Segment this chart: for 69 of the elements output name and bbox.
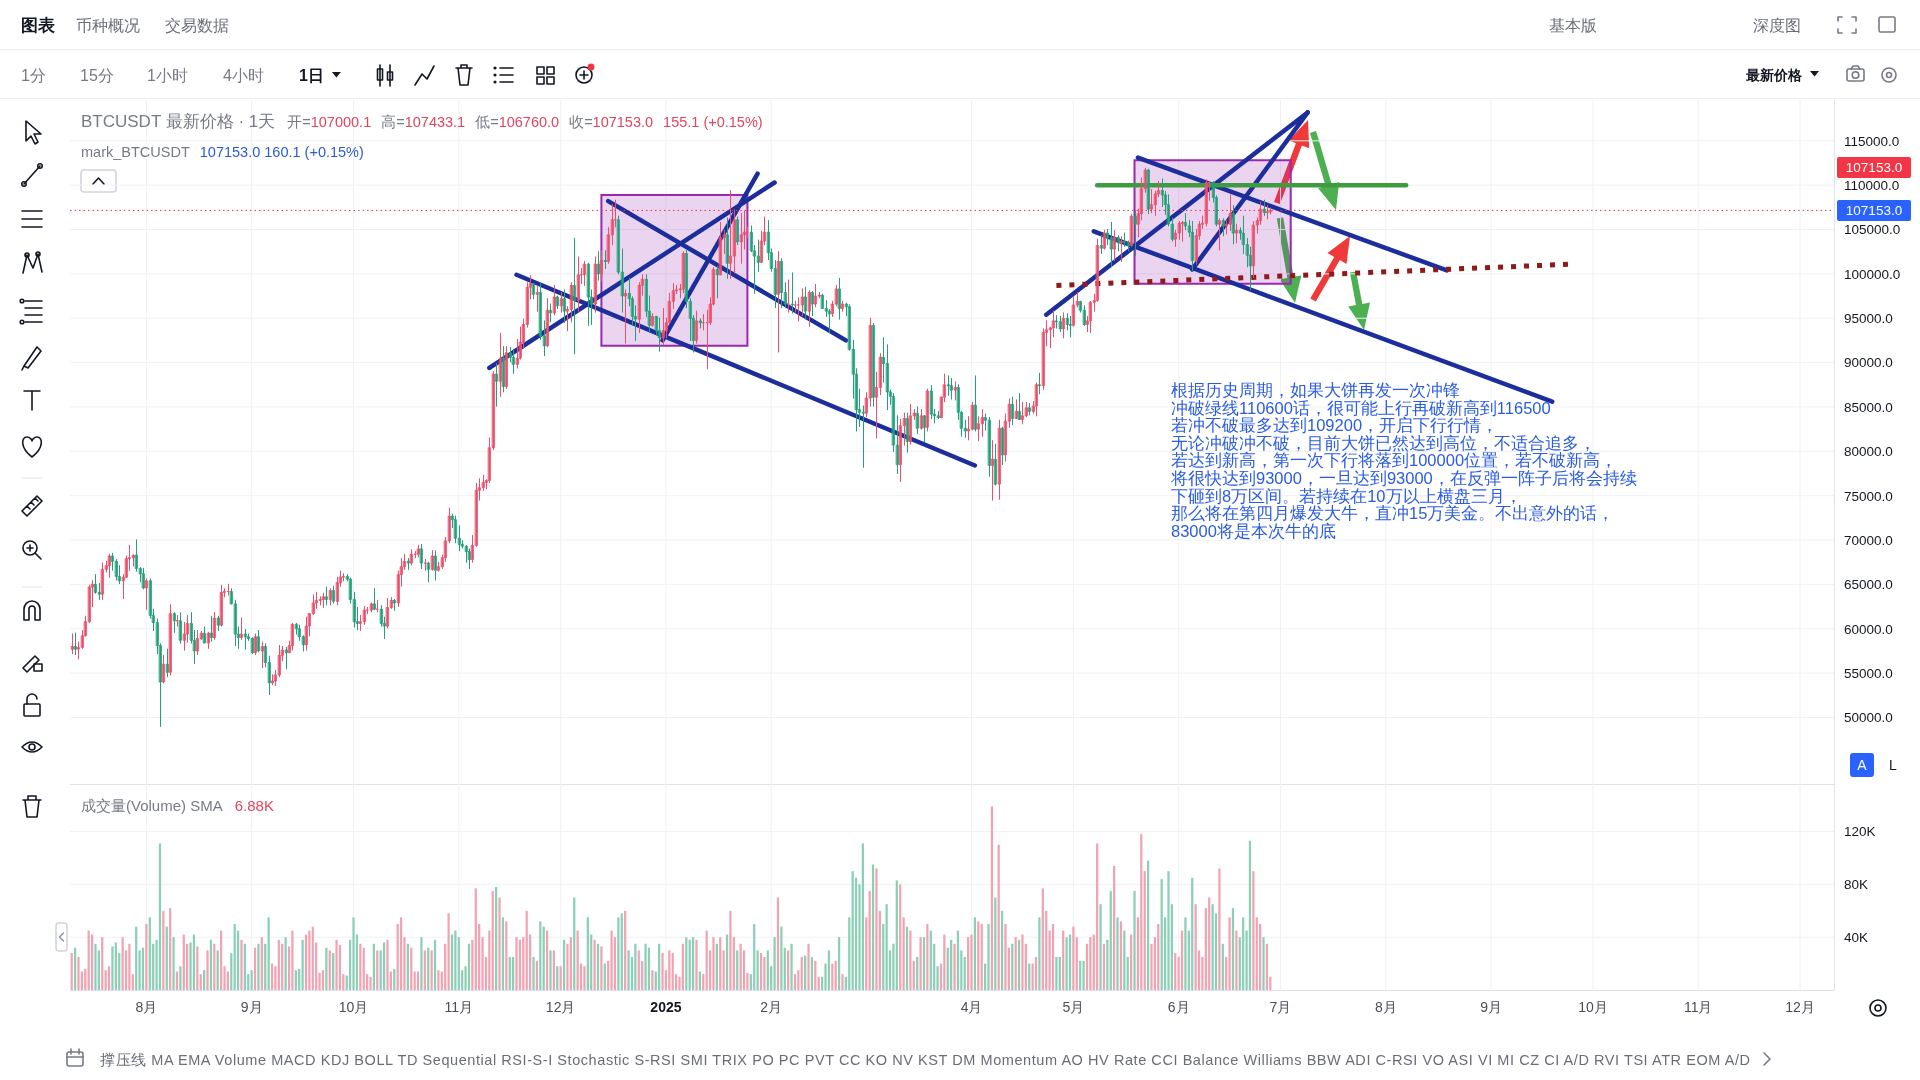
text: 15分	[80, 67, 114, 84]
x-tick-label: 5月	[1062, 999, 1085, 1015]
x-tick-label: 11月	[444, 999, 474, 1015]
text: 1日	[299, 67, 324, 84]
x-tick-label: 7月	[1269, 999, 1292, 1015]
text: 深度图	[1753, 17, 1801, 34]
x-tick-label: 11月	[1683, 999, 1713, 1015]
text: 1分	[21, 67, 46, 84]
y-tick-label: 115000.0	[1844, 133, 1900, 149]
x-tick-label: 8月	[135, 999, 158, 1015]
annotation: 根据历史周期，如果大饼再发一次冲锋	[1171, 381, 1460, 399]
x-tick-label: 9月	[240, 999, 263, 1015]
ref-line-label: 107153.0	[1845, 160, 1903, 176]
x-tick-label: 12月	[1785, 999, 1815, 1015]
annotation: 开=107000.1	[287, 114, 372, 130]
y-tick-label: 50000.0	[1844, 710, 1893, 726]
text: 币种概况	[76, 17, 140, 34]
annotation: 155.1 (+0.15%)	[663, 114, 763, 130]
annotation: mark_BTCUSDT	[81, 144, 190, 160]
annotation: 低=106760.0	[475, 114, 560, 130]
annotation: 收=107153.0	[569, 114, 654, 130]
annotation: 高=107433.1	[381, 114, 466, 130]
axis-label: 107153.0	[1837, 199, 1911, 221]
y-tick-label: 95000.0	[1844, 311, 1893, 327]
annotation: 无论冲破冲不破，目前大饼已然达到高位，不适合追多，	[1171, 433, 1596, 452]
x-tick-label: 12月	[545, 999, 576, 1015]
y-tick-label: 85000.0	[1844, 399, 1893, 415]
text: 最新价格	[1745, 67, 1803, 83]
text: L	[1889, 757, 1898, 773]
text: 4小时	[223, 67, 264, 84]
annotation: 下砸到8万区间。若持续在10万以上横盘三月，	[1171, 486, 1522, 505]
text: 图表	[21, 16, 56, 35]
annotation: 冲破绿线110600话，很可能上行再破新高到116500	[1171, 398, 1551, 417]
y-tick-label: 80K	[1844, 877, 1869, 893]
x-tick-label: 4月	[960, 999, 983, 1015]
y-tick-label: 55000.0	[1844, 665, 1893, 681]
x-tick-label: 9月	[1480, 999, 1502, 1015]
y-tick-label: 90000.0	[1844, 355, 1893, 371]
x-tick-label: 6月	[1167, 999, 1190, 1015]
y-tick-label: 105000.0	[1844, 222, 1901, 238]
text: 交易数据	[165, 17, 229, 34]
y-tick-label: 80000.0	[1844, 444, 1893, 460]
axis-label: 107153.0	[1837, 156, 1911, 178]
y-tick-label: 65000.0	[1844, 577, 1893, 593]
x-tick-label: 10月	[1578, 999, 1608, 1015]
y-tick-label: 70000.0	[1844, 532, 1893, 548]
text: A	[1857, 757, 1868, 773]
annotation: 若达到新高，第一次下行将落到100000位置，若不破新高，	[1171, 451, 1618, 470]
x-tick-label: 10月	[338, 999, 369, 1015]
y-tick-label: 100000.0	[1844, 266, 1901, 282]
x-tick-label: 2025	[650, 999, 682, 1015]
text: 成交量(Volume) SMA	[81, 797, 223, 814]
text: 撑压线 MA EMA Volume MACD KDJ BOLL TD Sequential RSI-S-I Stochastic S-RSI SMI TRIX PO PC PVT CC KO NV KST DM Momentum AO HV Rate CCI Balance Williams BBW ADI C-RSI VO ASI VI MI CZ CI A/D RVI TSI ATR EOM A/D	[100, 1052, 1750, 1068]
annotation: 6.88K	[234, 797, 274, 814]
y-tick-label: 110000.0	[1844, 178, 1900, 194]
x-tick-label: 8月	[1374, 999, 1397, 1015]
annotation: 那么将在第四月爆发大牛，直冲15万美金。不出意外的话，	[1171, 504, 1615, 523]
annotation: 将很快达到93000，一旦达到93000，在反弹一阵子后将会持续	[1170, 469, 1637, 487]
annotation: 83000将是本次牛的底	[1171, 521, 1336, 540]
x-tick-label: 2月	[760, 999, 783, 1015]
y-tick-label: 120K	[1844, 824, 1876, 840]
y-tick-label: 75000.0	[1844, 488, 1893, 504]
text: 1小时	[147, 67, 188, 84]
annotation: 107153.0 160.1 (+0.15%)	[199, 144, 364, 160]
y-tick-label: 40K	[1844, 930, 1869, 946]
y-tick-label: 60000.0	[1844, 621, 1893, 637]
text: BTCUSDT 最新价格 · 1天	[81, 112, 276, 131]
annotation: 若冲不破最多达到109200，开启下行行情，	[1171, 416, 1499, 435]
text: 基本版	[1549, 17, 1597, 34]
